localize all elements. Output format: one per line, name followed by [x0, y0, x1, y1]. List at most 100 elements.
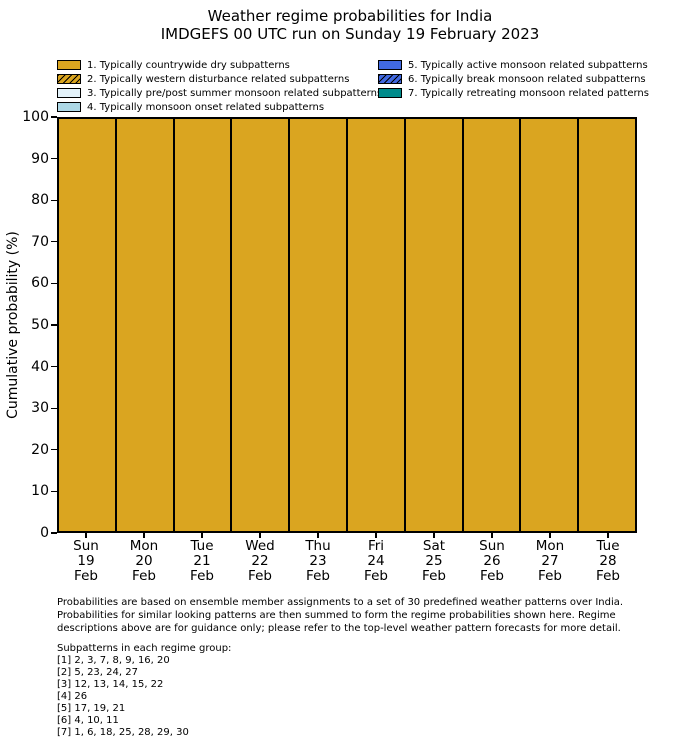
x-tick-label: Tue 21 Feb: [173, 539, 231, 584]
subpattern-group-line: [5] 17, 19, 21: [57, 703, 126, 714]
chart-title: Weather regime probabilities for India I…: [0, 7, 700, 43]
legend-swatch-icon: [57, 88, 81, 98]
plot-area: [57, 117, 637, 533]
bar-column: [404, 118, 463, 532]
bar-column: [462, 118, 521, 532]
subpattern-group-line: [3] 12, 13, 14, 15, 22: [57, 679, 164, 690]
footer-note: Probabilities are based on ensemble memb…: [57, 596, 623, 635]
chart-title-line1: Weather regime probabilities for India: [207, 7, 493, 25]
subpattern-group-line: [6] 4, 10, 11: [57, 715, 119, 726]
x-tick-label-month: Feb: [306, 568, 330, 584]
legend-swatch-icon: [378, 88, 402, 98]
x-tick-label-month: Feb: [364, 568, 388, 584]
x-tick-mark: [143, 533, 145, 538]
x-tick-label: Sat 25 Feb: [405, 539, 463, 584]
x-tick-label-day: Sat: [422, 538, 446, 554]
y-tick-mark: [51, 324, 57, 326]
bar-segment: [231, 118, 290, 532]
x-tick-label-month: Feb: [596, 568, 620, 584]
legend-item: 3. Typically pre/post summer monsoon rel…: [57, 86, 382, 100]
x-tick-label-date: 27: [541, 553, 559, 569]
bar-column: [173, 118, 232, 532]
bar-segment: [404, 118, 463, 532]
legend-item-label: 2. Typically western disturbance related…: [87, 73, 350, 85]
legend: 1. Typically countrywide dry subpatterns…: [0, 58, 700, 116]
legend-column-1: 1. Typically countrywide dry subpatterns…: [57, 58, 382, 114]
x-tick-label-day: Sun: [479, 538, 505, 554]
x-tick-label-date: 26: [483, 553, 501, 569]
x-tick-label-date: 20: [135, 553, 153, 569]
bar-segment: [173, 118, 232, 532]
x-tick-label-month: Feb: [538, 568, 562, 584]
subpatterns-header: Subpatterns in each regime group:: [57, 643, 232, 654]
x-tick-label: Thu 23 Feb: [289, 539, 347, 584]
x-tick-mark: [607, 533, 609, 538]
x-tick-mark: [259, 533, 261, 538]
x-tick-label-day: Sun: [73, 538, 99, 554]
y-tick-mark: [51, 532, 57, 534]
x-tick-label-date: 25: [425, 553, 443, 569]
legend-item: 5. Typically active monsoon related subp…: [378, 58, 649, 72]
subpatterns-block: Subpatterns in each regime group: [1] 2,…: [57, 643, 231, 739]
subpattern-group-line: [7] 1, 6, 18, 25, 28, 29, 30: [57, 727, 189, 738]
y-tick-label: 100: [22, 109, 49, 125]
x-tick-label-month: Feb: [74, 568, 98, 584]
legend-item-label: 5. Typically active monsoon related subp…: [408, 59, 648, 71]
x-tick-mark: [491, 533, 493, 538]
bar-segment: [578, 118, 636, 532]
bar-column: [346, 118, 405, 532]
x-tick-label-date: 21: [193, 553, 211, 569]
legend-swatch-icon: [378, 74, 402, 84]
bar-column: [115, 118, 174, 532]
legend-item: 1. Typically countrywide dry subpatterns: [57, 58, 382, 72]
x-tick-label-date: 19: [77, 553, 95, 569]
y-tick-label: 60: [31, 275, 49, 292]
bar-segment: [115, 118, 174, 532]
y-tick-label: 50: [31, 317, 49, 333]
bar-column: [520, 118, 579, 532]
x-tick-mark: [85, 533, 87, 538]
x-tick-label: Sun 26 Feb: [463, 539, 521, 584]
y-tick-label: 80: [31, 192, 49, 209]
y-tick-label: 90: [31, 150, 49, 167]
legend-item: 7. Typically retreating monsoon related …: [378, 86, 649, 100]
x-tick-label-month: Feb: [480, 568, 504, 584]
legend-item-label: 7. Typically retreating monsoon related …: [408, 87, 649, 99]
x-tick-label-day: Thu: [305, 538, 331, 554]
legend-swatch-icon: [57, 102, 81, 112]
x-tick-mark: [317, 533, 319, 538]
bar-column: [231, 118, 290, 532]
subpattern-group-line: [2] 5, 23, 24, 27: [57, 667, 138, 678]
legend-swatch-icon: [57, 60, 81, 70]
bar-column: [289, 118, 347, 532]
bar-column: [578, 118, 636, 532]
x-tick-label-day: Tue: [596, 538, 620, 554]
legend-swatch-icon: [57, 74, 81, 84]
x-tick-label-date: 22: [251, 553, 269, 569]
x-tick-label: Mon 20 Feb: [115, 539, 173, 584]
bar-segment: [346, 118, 405, 532]
bar-segment: [520, 118, 579, 532]
y-tick-label: 40: [31, 358, 49, 375]
y-tick-mark: [51, 199, 57, 201]
y-tick-label: 20: [31, 441, 49, 458]
x-tick-label: Sun 19 Feb: [57, 539, 115, 584]
y-tick-mark: [51, 490, 57, 493]
x-tick-label: Fri 24 Feb: [347, 539, 405, 584]
y-tick-mark: [51, 365, 57, 368]
x-tick-label-day: Mon: [535, 538, 565, 554]
y-tick-label: 70: [31, 233, 49, 250]
chart-title-line2: IMDGEFS 00 UTC run on Sunday 19 February…: [160, 25, 540, 43]
x-tick-label-date: 24: [367, 553, 385, 569]
subpatterns-list: [1] 2, 3, 7, 8, 9, 16, 20 [2] 5, 23, 24, …: [57, 655, 231, 739]
y-tick-label: 30: [31, 400, 49, 417]
legend-column-2: 5. Typically active monsoon related subp…: [378, 58, 649, 100]
y-tick-mark: [51, 407, 57, 409]
y-tick-label: 0: [40, 525, 49, 541]
y-tick-mark: [51, 282, 57, 285]
x-tick-label-day: Tue: [190, 538, 214, 554]
bar-segment: [58, 118, 116, 532]
y-tick-mark: [51, 157, 57, 160]
x-tick-mark: [549, 533, 551, 538]
